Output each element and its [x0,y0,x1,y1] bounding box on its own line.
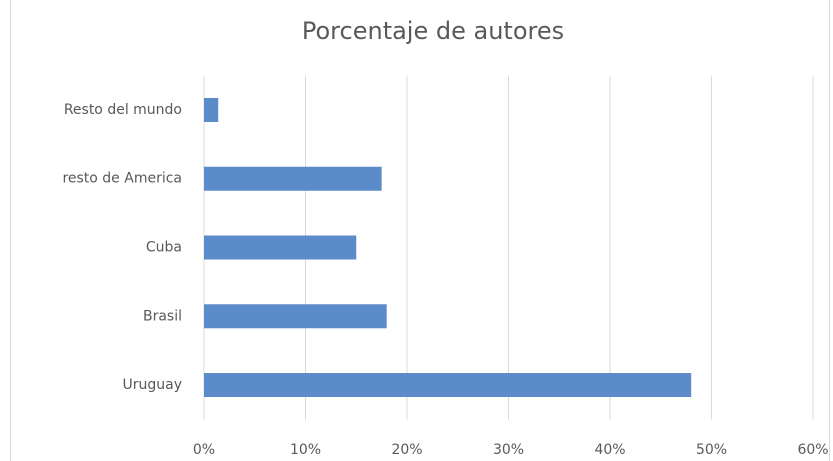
y-tick-label: Brasil [143,308,182,324]
bar [204,235,357,260]
chart-border [10,0,830,461]
y-tick-label: Cuba [146,240,182,256]
x-tick-label: 20% [391,442,422,458]
x-tick-label: 50% [696,442,727,458]
x-tick-label: 30% [493,442,524,458]
y-tick-label: Uruguay [123,377,183,393]
bar [204,304,387,329]
x-tick-label: 10% [290,442,321,458]
bar [204,166,382,191]
x-tick-label: 60% [797,442,828,458]
chart-title: Porcentaje de autores [302,17,564,45]
x-tick-label: 40% [594,442,625,458]
y-tick-label: Resto del mundo [64,102,182,118]
x-tick-label: 0% [193,442,215,458]
bar [204,97,219,122]
bar [204,373,692,398]
y-tick-label: resto de America [62,171,182,187]
